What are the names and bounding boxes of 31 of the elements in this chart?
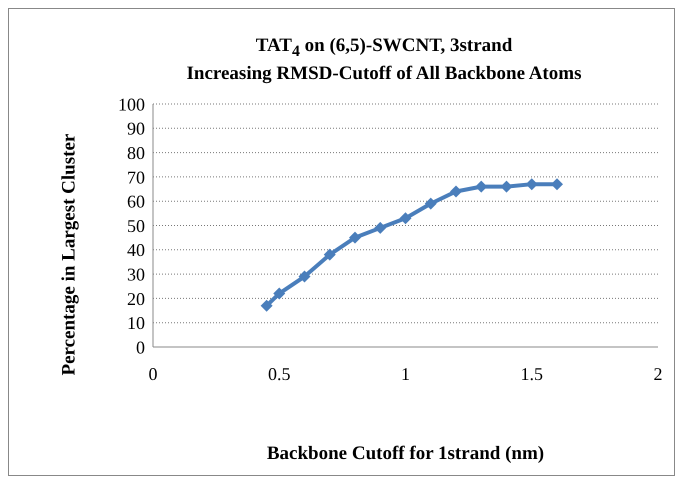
y-tick-label: 90 xyxy=(127,118,145,139)
y-tick-label: 70 xyxy=(127,167,145,188)
point xyxy=(298,270,310,283)
point xyxy=(424,198,437,210)
y-tick-label: 20 xyxy=(127,288,145,309)
point xyxy=(400,212,412,224)
y-axis-title: Percentage in Largest Cluster xyxy=(58,133,80,376)
x-tick-label: 0 xyxy=(148,364,158,384)
point xyxy=(273,288,286,300)
point xyxy=(500,180,512,193)
x-tick-label: 0.5 xyxy=(268,364,290,384)
y-tick-label: 40 xyxy=(127,240,145,260)
y-tick-label: 60 xyxy=(127,192,145,212)
x-tick-label: 1 xyxy=(401,364,410,384)
chart-title: TAT$_{4}$ on (6,5)-SWCNT, 3strand xyxy=(254,35,514,62)
y-tick-label: 10 xyxy=(127,313,145,334)
x-axis-title: Backbone Cutoff for 1strand (nm) xyxy=(266,443,544,464)
y-tick-label: 0 xyxy=(136,337,145,358)
point xyxy=(551,178,563,190)
y-tick-label: 50 xyxy=(127,216,145,236)
y-tick-label: 80 xyxy=(127,142,145,163)
x-tick-label: 2 xyxy=(654,364,662,384)
y-tick-label: 100 xyxy=(118,94,145,114)
point xyxy=(450,185,462,198)
chart-subtitle: Increasing RMSD-Cutoff of All Backbone Atoms xyxy=(186,62,582,85)
x-tick-label: 1.5 xyxy=(520,364,543,384)
point xyxy=(260,300,273,312)
point xyxy=(374,222,386,234)
y-tick-label: 30 xyxy=(127,264,145,284)
point xyxy=(324,248,336,261)
point xyxy=(349,232,361,244)
